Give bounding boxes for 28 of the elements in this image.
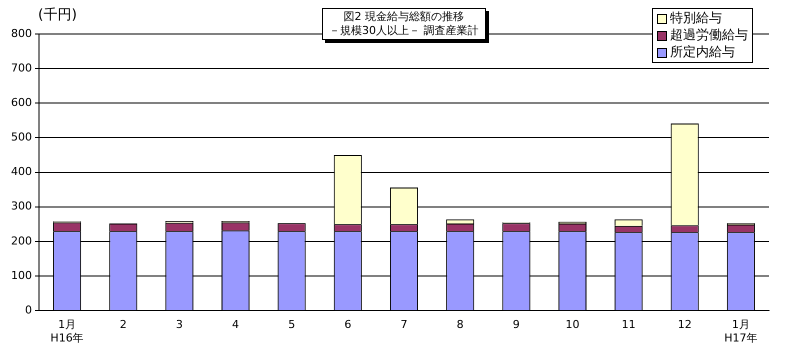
- x-tick-label: 1月 H17年: [724, 318, 758, 344]
- x-tick-label: 5: [288, 318, 296, 332]
- y-tick-label: 700: [10, 61, 32, 74]
- x-tick-label: 2: [120, 318, 127, 332]
- x-tick-label: 11: [622, 318, 636, 332]
- legend-label: 特別給与: [670, 10, 722, 27]
- x-tick-label: 9: [512, 318, 520, 332]
- x-tick-label: 8: [456, 318, 464, 332]
- y-tick-label: 800: [10, 26, 32, 40]
- x-tick-label: 4: [232, 318, 240, 332]
- x-tick-label: 12: [678, 318, 692, 332]
- legend-label: 所定内給与: [670, 44, 735, 61]
- x-tick-label: 1月 H16年: [50, 318, 84, 344]
- x-tick-label: 7: [400, 318, 408, 332]
- x-tick-label: 3: [176, 318, 183, 332]
- x-tick-label: 6: [344, 318, 352, 332]
- y-tick-label: 500: [10, 130, 32, 144]
- chart-title: 図2 現金給与総額の推移: [342, 10, 465, 24]
- chart-subtitle: －規模30人以上－ 調査産業計: [329, 24, 478, 38]
- y-tick-label: 400: [10, 165, 32, 178]
- x-tick-label: 10: [565, 318, 580, 332]
- y-tick-label: 600: [10, 96, 32, 110]
- y-tick-label: 200: [10, 234, 32, 248]
- legend-label: 超過労働給与: [670, 27, 748, 44]
- y-tick-label: 0: [24, 303, 32, 316]
- y-tick-label: 300: [10, 200, 32, 213]
- y-axis-title: (千円): [38, 6, 77, 24]
- y-tick-label: 100: [10, 268, 32, 282]
